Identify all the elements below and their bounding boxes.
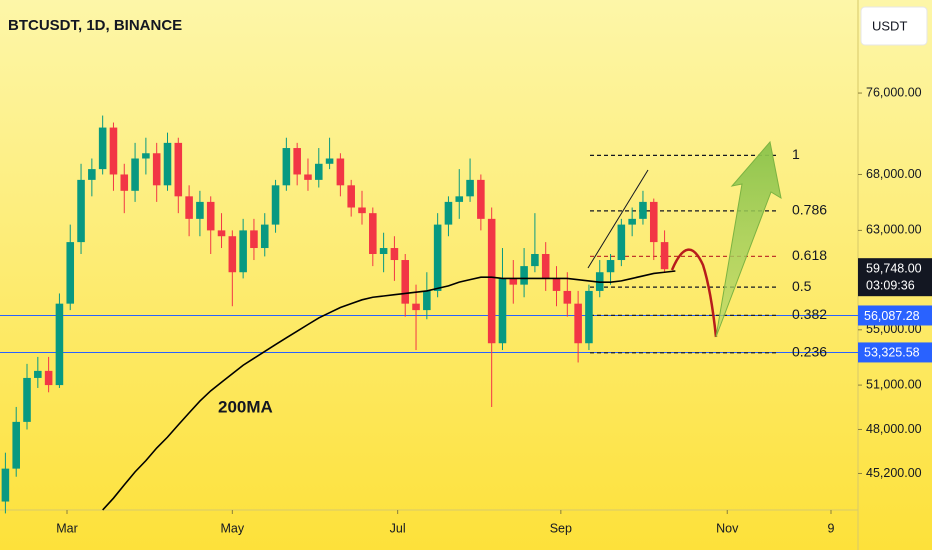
candle-body xyxy=(163,142,172,186)
fib-label: 0.618 xyxy=(792,247,827,263)
candle-body xyxy=(552,278,561,291)
candle-body xyxy=(660,242,669,270)
countdown-label: 03:09:36 xyxy=(866,278,915,292)
fib-label: 1 xyxy=(792,146,800,162)
candle-body xyxy=(217,230,226,237)
y-tick-label: 68,000.00 xyxy=(866,167,922,181)
chart-title: BTCUSDT, 1D, BINANCE xyxy=(8,17,182,34)
candle-body xyxy=(649,201,658,243)
candle-body xyxy=(369,213,377,255)
candle-body xyxy=(325,158,334,164)
trend-line xyxy=(587,169,649,269)
x-tick-label: Nov xyxy=(716,521,739,535)
candle-body xyxy=(304,174,312,180)
plot-area: 1 0.786 0.618 0.5 0.382 0.236 xyxy=(0,115,858,514)
fib-label: 0.382 xyxy=(792,306,827,322)
fib-label: 0.236 xyxy=(792,343,827,359)
candle-body xyxy=(174,142,183,197)
x-tick-label: Jul xyxy=(390,521,406,535)
candle-body xyxy=(628,218,636,225)
price-box-label: 53,325.58 xyxy=(864,346,920,360)
candle-body xyxy=(120,174,129,191)
last-price-label: 59,748.00 xyxy=(866,261,922,275)
candle-body xyxy=(66,242,75,304)
price-box xyxy=(858,305,932,326)
candle-body xyxy=(412,303,420,311)
candle-body xyxy=(293,148,301,175)
candle-body xyxy=(358,207,366,214)
candle-body xyxy=(314,163,323,180)
candle-body xyxy=(271,185,280,225)
candle-body xyxy=(509,278,518,285)
candle-body xyxy=(185,196,193,219)
y-tick-label: 55,000.00 xyxy=(866,322,922,336)
candle-body xyxy=(12,421,20,469)
y-tick-label: 51,000.00 xyxy=(866,377,922,391)
candle-body xyxy=(77,179,85,243)
candle-body xyxy=(390,248,399,261)
candle-body xyxy=(109,127,118,175)
projection-curve xyxy=(670,248,718,338)
candle-body xyxy=(44,370,53,386)
candle-body xyxy=(606,260,615,273)
candle-body xyxy=(520,266,528,285)
candle-body xyxy=(498,278,507,344)
candle-body xyxy=(466,179,474,197)
projection-arrow xyxy=(715,140,782,338)
price-box xyxy=(858,342,932,363)
y-tick-label: 45,200.00 xyxy=(866,466,922,480)
candle-body xyxy=(34,370,42,378)
candle-body xyxy=(131,158,139,191)
candle-body xyxy=(55,303,64,386)
x-tick-label: 9 xyxy=(828,521,835,535)
candle-body xyxy=(142,153,150,159)
candle-body xyxy=(1,468,10,502)
currency-label[interactable]: USDT xyxy=(872,18,907,33)
candle-body xyxy=(423,290,431,311)
candle-body xyxy=(206,201,215,231)
x-tick-label: May xyxy=(221,521,245,535)
candle-body xyxy=(347,185,355,208)
candle-body xyxy=(455,196,464,202)
candle-body xyxy=(477,179,485,219)
currency-button[interactable] xyxy=(860,6,928,46)
candle-body xyxy=(152,153,161,186)
candle-body xyxy=(563,290,572,304)
candle-body xyxy=(433,224,442,291)
ma-line xyxy=(102,270,676,511)
candle-body xyxy=(639,201,647,219)
candle-body xyxy=(379,248,388,255)
candle-body xyxy=(282,148,291,186)
candle-body xyxy=(574,303,582,344)
candle-body xyxy=(239,230,247,273)
candle-body xyxy=(260,224,269,249)
candle-body xyxy=(617,224,626,261)
last-price-box xyxy=(858,258,932,297)
candle-body xyxy=(541,254,550,279)
candle-body xyxy=(585,290,593,344)
fib-label: 0.786 xyxy=(792,202,827,218)
candle-body xyxy=(401,260,410,304)
ma-label: 200MA xyxy=(218,397,273,416)
y-tick-label: 76,000.00 xyxy=(866,85,922,99)
candle-body xyxy=(336,158,345,186)
x-tick-label: Sep xyxy=(550,521,572,535)
candle-body xyxy=(228,236,237,273)
fib-label: 0.5 xyxy=(792,278,812,294)
candle-body xyxy=(88,169,96,180)
candle-body xyxy=(23,377,31,422)
candle-body xyxy=(531,254,539,267)
price-box-label: 56,087.28 xyxy=(864,309,920,323)
candle-body xyxy=(444,201,453,225)
candle-body xyxy=(250,230,258,249)
candle-body xyxy=(487,218,496,344)
candle-body xyxy=(196,201,204,219)
candle-body xyxy=(98,127,107,170)
x-tick-label: Mar xyxy=(56,521,78,535)
y-tick-label: 63,000.00 xyxy=(866,223,922,237)
y-tick-label: 48,000.00 xyxy=(866,422,922,436)
